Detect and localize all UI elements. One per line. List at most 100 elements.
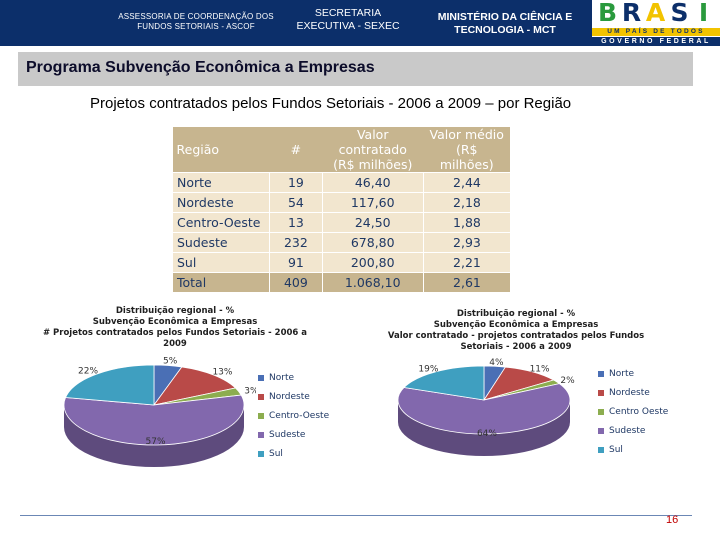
chart-title: Distribuição regional - % Subvenção Econô…: [42, 306, 308, 349]
chart-title: Distribuição regional - % Subvenção Econô…: [387, 309, 645, 352]
pie-data-label: 13%: [212, 367, 232, 377]
legend-item: Centro-Oeste: [258, 406, 329, 425]
legend-item: Sul: [598, 440, 668, 459]
legend-swatch: [598, 446, 604, 453]
table-cell: 2,18: [422, 192, 510, 213]
table-row: Norte 19 46,40 2,44: [171, 172, 510, 193]
chart-legend: Norte Nordeste Centro Oeste Sudeste Sul: [598, 364, 668, 459]
slide-subtitle: Projetos contratados pelos Fundos Setori…: [90, 95, 572, 112]
table-header-row: Região # Valor contratado (R$ milhões) V…: [172, 127, 510, 173]
page-number: 16: [666, 514, 679, 526]
table-header-cell: Valor contratado (R$ milhões): [322, 127, 424, 173]
table-total-row: Total 409 1.068,10 2,61: [171, 272, 510, 293]
table-cell: Centro-Oeste: [171, 212, 270, 233]
table-cell: 232: [269, 232, 323, 253]
table-cell: 1.068,10: [321, 272, 424, 293]
table-cell: 24,50: [321, 212, 424, 233]
header-bar: ASSESSORIA DE COORDENAÇÃO DOS FUNDOS SET…: [0, 0, 720, 46]
legend-label: Nordeste: [609, 387, 650, 398]
title-band: Programa Subvenção Econômica a Empresas: [18, 52, 693, 86]
logo-word: BRASIL: [597, 0, 720, 27]
pie-slice-sudeste: [63, 394, 245, 446]
legend-label: Norte: [269, 372, 295, 383]
legend-swatch: [258, 412, 264, 419]
table-cell: Sul: [171, 252, 270, 273]
legend-item: Nordeste: [258, 387, 329, 406]
pie-data-label: 11%: [530, 365, 550, 375]
legend-item: Norte: [258, 368, 329, 387]
pie-data-label: 4%: [489, 358, 504, 368]
table-row: Sul 91 200,80 2,21: [171, 252, 510, 273]
legend-swatch: [598, 408, 604, 415]
table-cell: 1,88: [422, 212, 510, 233]
header-sexec-text: SECRETARIA EXECUTIVA - SEXEC: [296, 7, 400, 33]
legend-swatch: [598, 427, 604, 434]
pie-chart-projects: Distribuição regional - % Subvenção Econô…: [20, 296, 340, 514]
pie-data-label: 2%: [560, 376, 575, 386]
table-cell: Total: [171, 272, 270, 293]
legend-label: Sul: [609, 444, 623, 455]
pie-svg: 4% 11% 2% 64% 19%: [397, 358, 575, 456]
pie-slice-sul: [65, 364, 155, 406]
table-cell: 2,21: [422, 252, 510, 273]
table-cell: 409: [269, 272, 323, 293]
logo-tagline: UM PAÍS DE TODOS: [607, 28, 705, 35]
table-cell: Nordeste: [171, 192, 270, 213]
pie-slice-sudeste: [397, 383, 571, 435]
header-mct-text: MINISTÉRIO DA CIÊNCIA E TECNOLOGIA - MCT: [437, 11, 573, 37]
table-cell: 54: [269, 192, 323, 213]
table-cell: 46,40: [321, 172, 424, 193]
legend-label: Sudeste: [269, 429, 306, 440]
table-cell: 678,80: [321, 232, 424, 253]
table-row: Sudeste 232 678,80 2,93: [171, 232, 510, 253]
pie-data-label: 3%: [244, 386, 256, 396]
pie-data-label: 22%: [78, 367, 98, 377]
header-ascof-text: ASSESSORIA DE COORDENAÇÃO DOS FUNDOS SET…: [118, 12, 274, 31]
footer-rule: [20, 515, 692, 516]
table-cell: Sudeste: [171, 232, 270, 253]
legend-swatch: [258, 393, 264, 400]
chart-legend: Norte Nordeste Centro-Oeste Sudeste Sul: [258, 368, 329, 463]
table-cell: 2,44: [422, 172, 510, 193]
pie-slice-sul: [403, 365, 485, 401]
pie-slice-side: [398, 400, 570, 456]
legend-item: Sudeste: [258, 425, 329, 444]
legend-swatch: [258, 374, 264, 381]
legend-swatch: [598, 370, 604, 377]
table-cell: 13: [269, 212, 323, 233]
legend-item: Centro Oeste: [598, 402, 668, 421]
table-cell: 91: [269, 252, 323, 273]
table-cell: 2,93: [422, 232, 510, 253]
legend-item: Norte: [598, 364, 668, 383]
legend-swatch: [258, 450, 264, 457]
pie-data-label: 19%: [418, 365, 438, 375]
pie-data-label: 57%: [146, 437, 166, 447]
slide-title: Programa Subvenção Econômica a Empresas: [26, 59, 375, 76]
pie-slice-nordeste: [153, 366, 237, 406]
legend-item: Sul: [258, 444, 329, 463]
table-cell: 200,80: [321, 252, 424, 273]
legend-item: Nordeste: [598, 383, 668, 402]
table-cell: 2,61: [422, 272, 510, 293]
legend-label: Norte: [609, 368, 635, 379]
table-cell: 117,60: [321, 192, 424, 213]
table-row: Nordeste 54 117,60 2,18: [171, 192, 510, 213]
legend-label: Sudeste: [609, 425, 646, 436]
legend-label: Centro-Oeste: [269, 410, 330, 421]
pie-chart-value: Distribuição regional - % Subvenção Econô…: [350, 296, 692, 514]
legend-label: Centro Oeste: [609, 406, 669, 417]
legend-label: Nordeste: [269, 391, 310, 402]
table-header-cell: Região: [172, 127, 270, 173]
legend-swatch: [598, 389, 604, 396]
pie-slice-side: [64, 405, 244, 467]
logo-gov-text: GOVERNO FEDERAL: [601, 38, 711, 45]
pie-svg: 5% 13% 3% 57% 22%: [63, 357, 256, 467]
table-header-cell: Valor médio (R$ milhões): [423, 127, 510, 173]
legend-item: Sudeste: [598, 421, 668, 440]
legend-swatch: [258, 431, 264, 438]
brasil-government-logo: BRASIL UM PAÍS DE TODOS GOVERNO FEDERAL: [592, 0, 720, 46]
table-header-cell: #: [269, 127, 323, 173]
pie-data-label: 5%: [163, 357, 178, 367]
legend-label: Sul: [269, 448, 283, 459]
table-row: Centro-Oeste 13 24,50 1,88: [171, 212, 510, 233]
